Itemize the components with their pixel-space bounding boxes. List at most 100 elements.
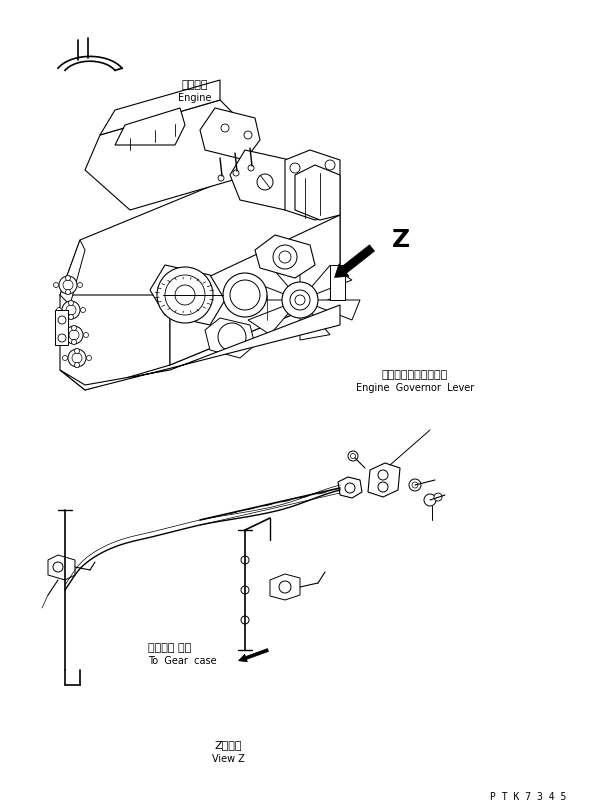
- Circle shape: [348, 451, 358, 461]
- Polygon shape: [307, 300, 360, 320]
- Polygon shape: [285, 150, 340, 220]
- Text: エンジン: エンジン: [181, 80, 208, 90]
- Circle shape: [53, 282, 58, 287]
- Circle shape: [66, 276, 70, 281]
- Circle shape: [175, 285, 195, 305]
- Circle shape: [412, 482, 418, 488]
- Circle shape: [223, 273, 267, 317]
- Text: Engine: Engine: [178, 93, 212, 103]
- Polygon shape: [115, 108, 185, 145]
- Polygon shape: [150, 265, 225, 325]
- Text: Z　　視: Z 視: [214, 740, 242, 750]
- Circle shape: [233, 170, 239, 176]
- Polygon shape: [368, 463, 400, 497]
- Circle shape: [230, 280, 260, 310]
- Circle shape: [257, 174, 273, 190]
- Circle shape: [345, 483, 355, 493]
- Circle shape: [66, 305, 76, 315]
- Polygon shape: [270, 260, 300, 295]
- Circle shape: [87, 355, 92, 361]
- Polygon shape: [230, 150, 300, 210]
- Circle shape: [69, 315, 73, 320]
- Text: エンジンガバナレバー: エンジンガバナレバー: [382, 370, 448, 380]
- Circle shape: [434, 493, 442, 501]
- Circle shape: [279, 251, 291, 263]
- Polygon shape: [170, 215, 340, 365]
- Circle shape: [248, 165, 254, 171]
- Circle shape: [273, 245, 297, 269]
- Circle shape: [290, 163, 300, 173]
- Polygon shape: [60, 305, 340, 390]
- Circle shape: [378, 482, 388, 492]
- Text: Engine  Governor  Lever: Engine Governor Lever: [356, 383, 474, 393]
- Circle shape: [81, 307, 86, 312]
- Circle shape: [75, 349, 80, 354]
- Circle shape: [409, 479, 421, 491]
- Text: To  Gear  case: To Gear case: [148, 656, 217, 666]
- Circle shape: [65, 326, 83, 344]
- Circle shape: [290, 290, 310, 310]
- Polygon shape: [338, 477, 362, 498]
- Polygon shape: [304, 265, 352, 298]
- Circle shape: [69, 330, 79, 340]
- Polygon shape: [55, 310, 68, 345]
- Circle shape: [58, 316, 66, 324]
- Circle shape: [295, 295, 305, 305]
- Polygon shape: [248, 303, 296, 335]
- Circle shape: [218, 175, 224, 181]
- Circle shape: [323, 203, 333, 213]
- Circle shape: [165, 275, 205, 315]
- Circle shape: [69, 300, 73, 306]
- Circle shape: [59, 332, 64, 337]
- Text: ギヤケー スヘ: ギヤケー スヘ: [148, 643, 191, 653]
- Circle shape: [244, 131, 252, 139]
- Circle shape: [241, 586, 249, 594]
- Circle shape: [58, 334, 66, 342]
- Polygon shape: [330, 265, 345, 300]
- Circle shape: [279, 581, 291, 593]
- Polygon shape: [240, 280, 293, 300]
- Circle shape: [63, 355, 67, 361]
- Polygon shape: [48, 555, 75, 580]
- Polygon shape: [100, 80, 220, 135]
- FancyArrow shape: [385, 464, 391, 479]
- Polygon shape: [295, 165, 340, 220]
- Circle shape: [72, 325, 76, 331]
- Circle shape: [59, 276, 77, 294]
- Polygon shape: [300, 304, 330, 340]
- Polygon shape: [205, 318, 255, 358]
- Circle shape: [241, 556, 249, 564]
- Polygon shape: [200, 108, 260, 160]
- Circle shape: [56, 307, 61, 312]
- FancyArrow shape: [334, 245, 375, 277]
- Text: Z: Z: [392, 228, 410, 252]
- Circle shape: [53, 562, 63, 572]
- Circle shape: [241, 616, 249, 624]
- Circle shape: [218, 323, 246, 351]
- Circle shape: [72, 353, 82, 363]
- Circle shape: [84, 332, 89, 337]
- Circle shape: [63, 280, 73, 290]
- Circle shape: [325, 160, 335, 170]
- Circle shape: [378, 470, 388, 480]
- Circle shape: [75, 362, 80, 367]
- FancyArrow shape: [239, 649, 268, 662]
- Circle shape: [66, 290, 70, 294]
- Polygon shape: [60, 295, 170, 390]
- Circle shape: [78, 282, 83, 287]
- Circle shape: [424, 494, 436, 506]
- Polygon shape: [255, 235, 315, 278]
- Circle shape: [72, 340, 76, 345]
- Circle shape: [68, 349, 86, 367]
- Circle shape: [350, 454, 356, 459]
- Text: View Z: View Z: [212, 754, 245, 764]
- Circle shape: [221, 124, 229, 132]
- Circle shape: [62, 301, 80, 319]
- Circle shape: [157, 267, 213, 323]
- Polygon shape: [270, 574, 300, 600]
- Polygon shape: [60, 170, 340, 365]
- Polygon shape: [60, 240, 85, 305]
- Circle shape: [282, 282, 318, 318]
- Text: P T K 7 3 4 5: P T K 7 3 4 5: [490, 792, 566, 802]
- Polygon shape: [85, 100, 250, 210]
